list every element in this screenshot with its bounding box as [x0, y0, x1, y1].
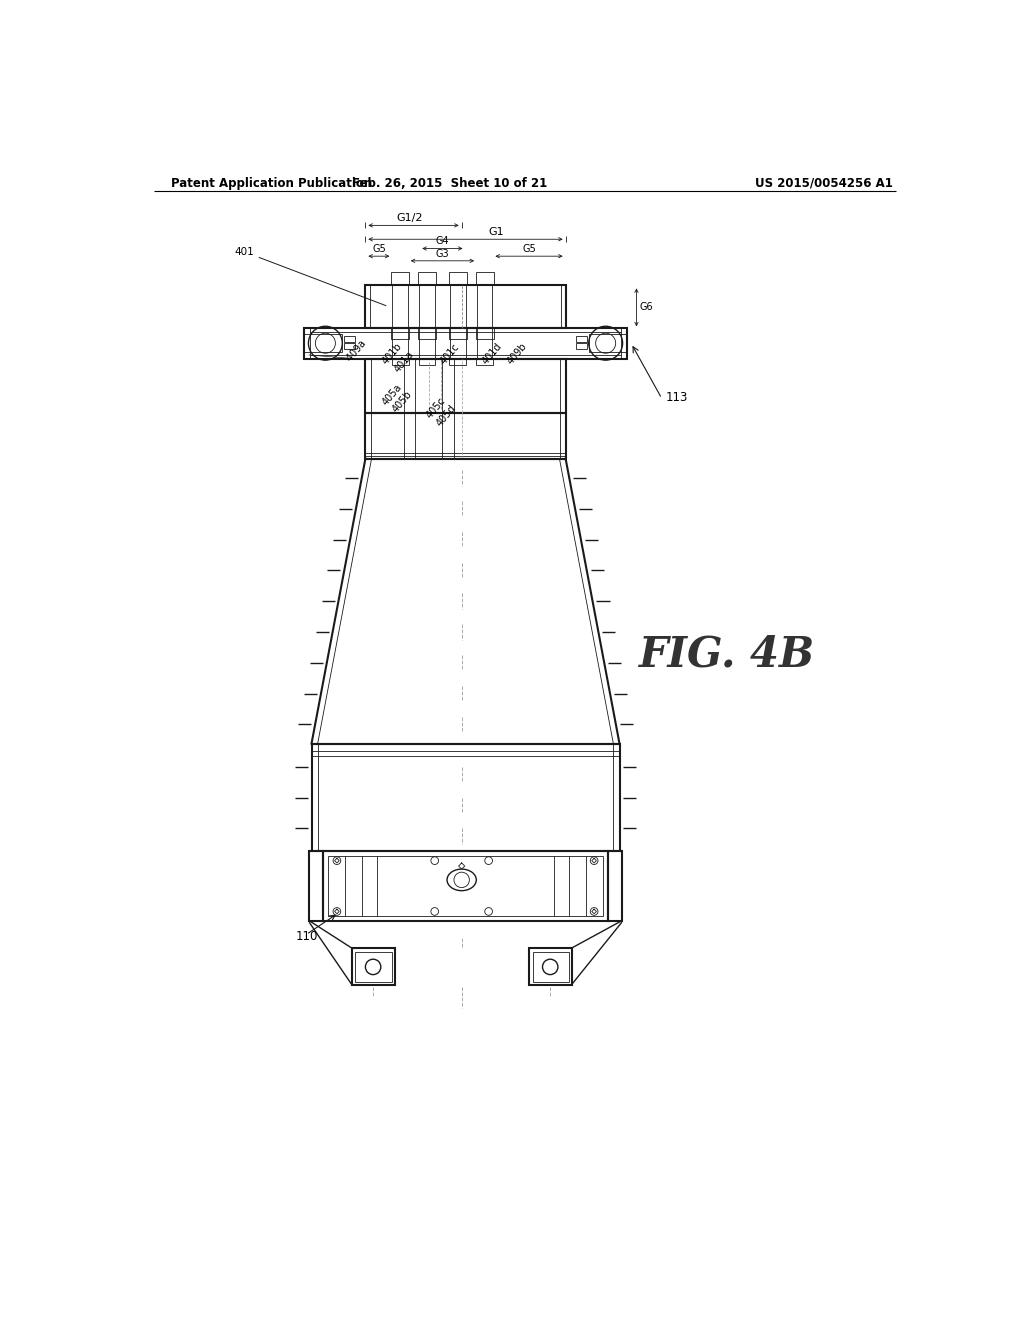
Bar — [589, 334, 628, 352]
Text: 401: 401 — [234, 247, 386, 306]
Text: G1: G1 — [488, 227, 504, 238]
Bar — [323, 851, 608, 921]
Bar — [304, 327, 628, 359]
Bar — [366, 359, 565, 412]
Text: 405b: 405b — [390, 389, 414, 414]
Text: G5: G5 — [372, 244, 386, 253]
Bar — [391, 327, 410, 339]
Bar — [449, 327, 467, 339]
Text: 401c: 401c — [438, 342, 462, 366]
Text: 405d: 405d — [435, 403, 458, 429]
Bar — [577, 335, 587, 342]
Text: G6: G6 — [640, 302, 653, 312]
Text: 110: 110 — [296, 931, 318, 942]
Text: 113: 113 — [666, 391, 688, 404]
Bar — [328, 857, 603, 916]
Bar — [366, 412, 565, 459]
Bar — [304, 334, 342, 352]
Bar — [529, 948, 571, 985]
Bar — [344, 343, 354, 350]
Bar — [532, 952, 568, 982]
Bar — [309, 851, 323, 921]
Text: G4: G4 — [435, 236, 450, 246]
Bar — [344, 335, 354, 342]
Text: 401a: 401a — [392, 350, 416, 375]
Text: FIG. 4B: FIG. 4B — [639, 634, 815, 676]
Text: Patent Application Publication: Patent Application Publication — [171, 177, 372, 190]
Bar — [450, 359, 466, 364]
Bar — [608, 851, 622, 921]
Text: G1/2: G1/2 — [396, 213, 423, 223]
Text: $\mathregular{409a}$: $\mathregular{409a}$ — [342, 337, 368, 364]
Text: 405a: 405a — [381, 381, 404, 407]
Bar — [476, 359, 494, 364]
Bar — [449, 272, 467, 285]
Bar — [418, 327, 436, 339]
Bar — [419, 359, 435, 364]
Bar — [391, 359, 409, 364]
Bar — [311, 743, 620, 851]
Bar — [475, 327, 494, 339]
Bar — [366, 285, 565, 327]
Bar — [355, 952, 391, 982]
Text: 409b: 409b — [506, 341, 529, 366]
Bar — [391, 272, 410, 285]
Text: US 2015/0054256 A1: US 2015/0054256 A1 — [755, 177, 893, 190]
Text: G3: G3 — [435, 248, 450, 259]
Text: 401d: 401d — [481, 341, 504, 366]
Bar — [352, 948, 394, 985]
Bar — [418, 272, 436, 285]
Bar — [451, 285, 466, 327]
Bar — [419, 285, 435, 327]
Bar — [392, 285, 408, 327]
Text: G5: G5 — [522, 244, 536, 253]
Bar — [477, 285, 493, 327]
Bar — [475, 272, 494, 285]
Bar — [577, 343, 587, 350]
Text: 405c: 405c — [425, 395, 447, 420]
Text: 401b: 401b — [381, 341, 404, 366]
Text: Feb. 26, 2015  Sheet 10 of 21: Feb. 26, 2015 Sheet 10 of 21 — [352, 177, 548, 190]
